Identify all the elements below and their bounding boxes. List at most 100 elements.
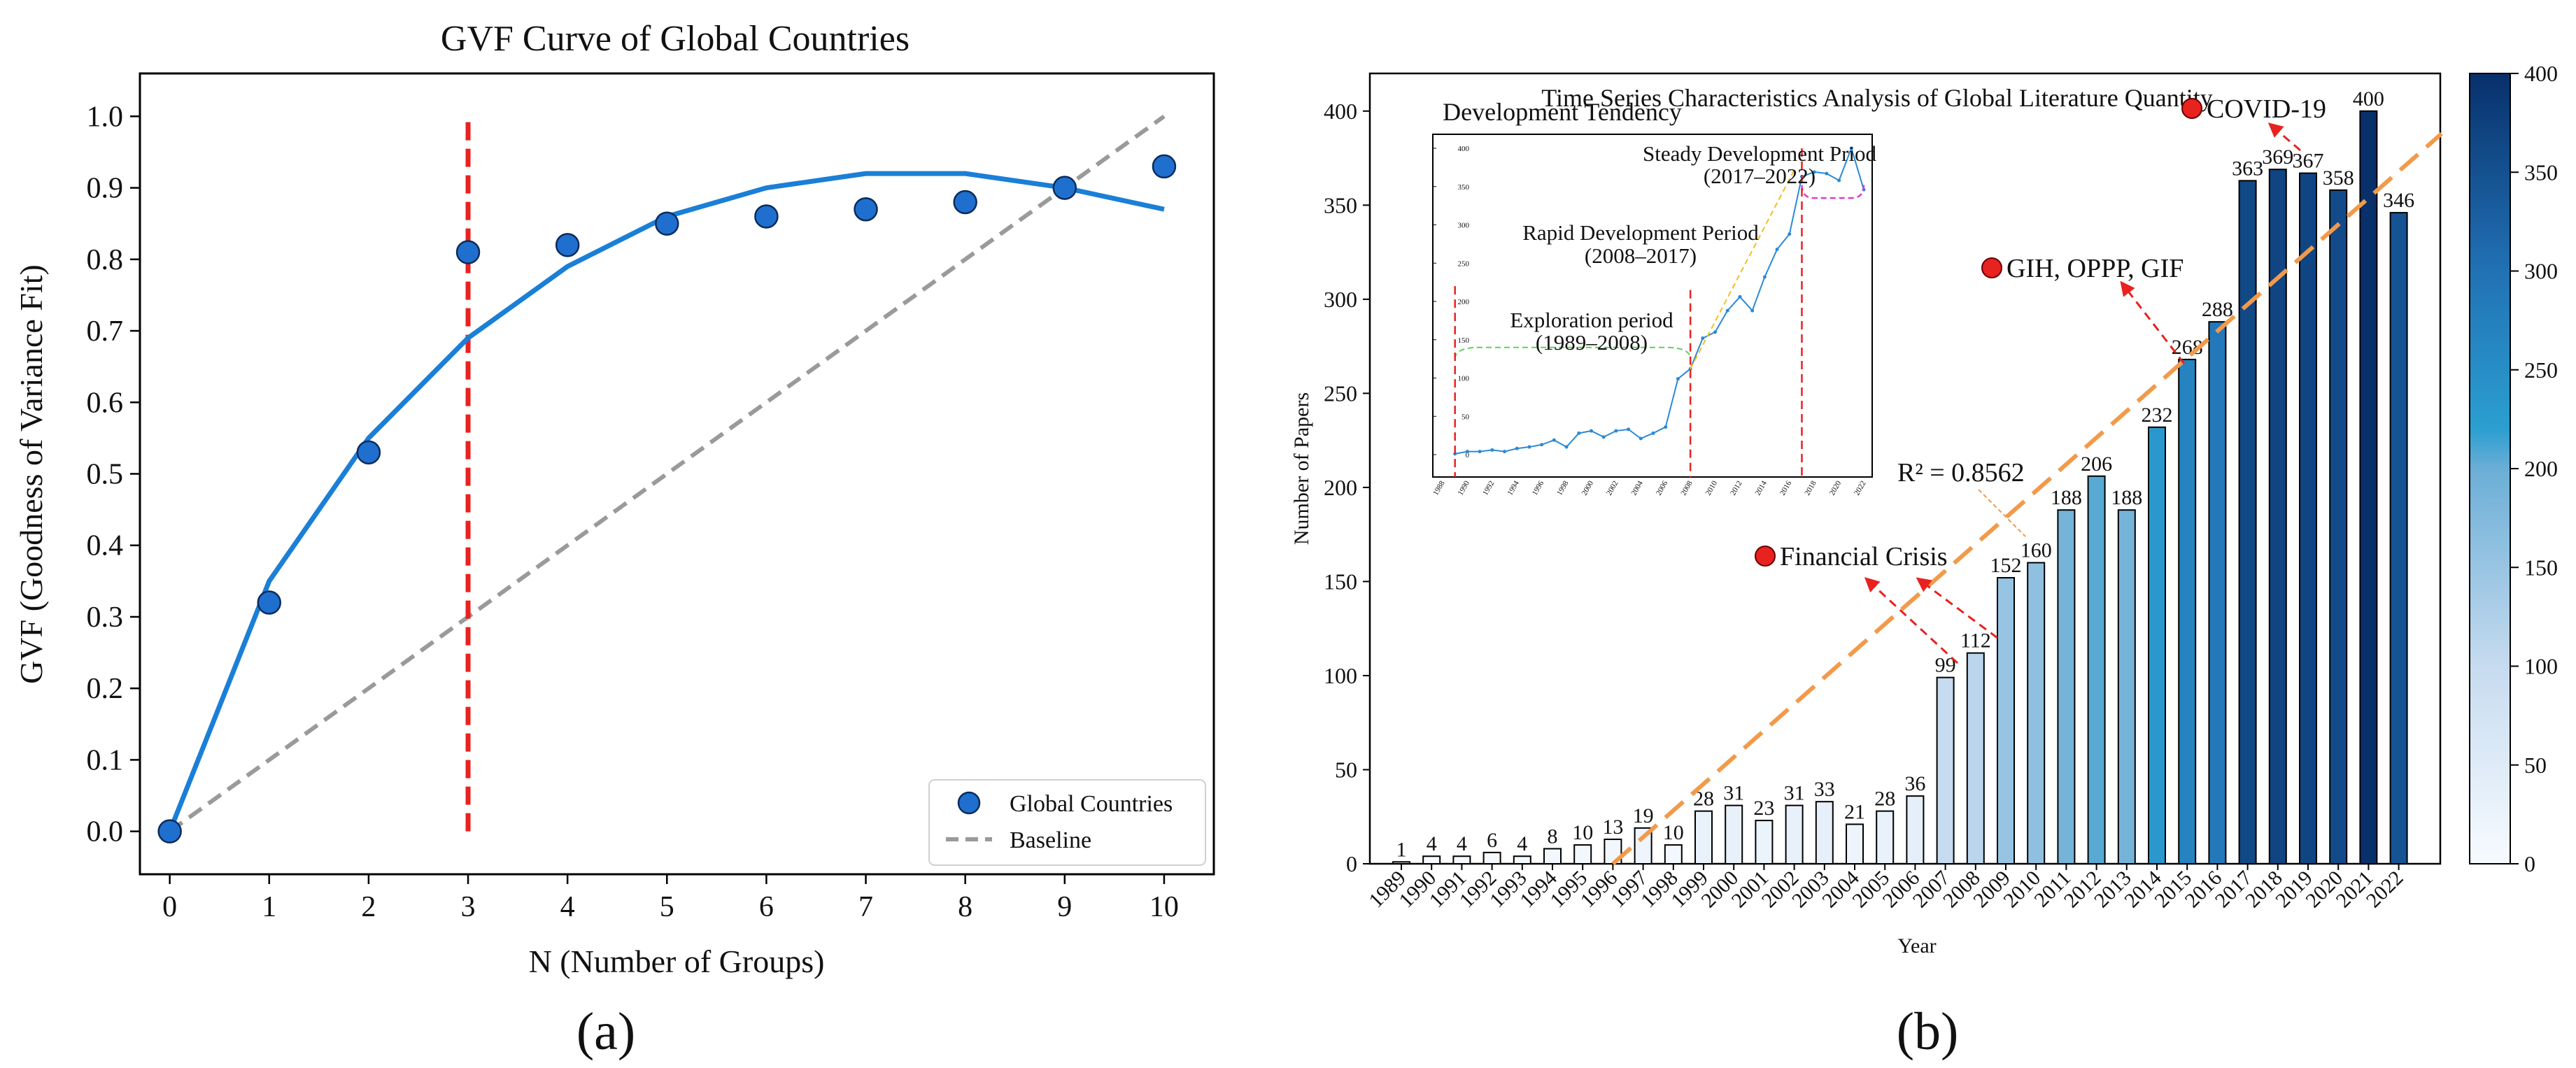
inset-point xyxy=(1651,431,1655,435)
inset-point xyxy=(1639,436,1643,441)
chart-a-plot-frame xyxy=(139,72,1215,876)
bar-value-label: 152 xyxy=(1990,554,2022,577)
inset-x-tick-label: 1994 xyxy=(1506,479,1521,497)
inset-point xyxy=(1750,308,1755,313)
x-tick-label: 9 xyxy=(1057,891,1072,923)
inset-steady-bracket xyxy=(1801,185,1865,199)
inset-title: Development Tendency xyxy=(1443,98,1682,126)
bar xyxy=(2087,475,2106,864)
y-tick-label: 200 xyxy=(1324,475,1357,500)
bar-value-label: 13 xyxy=(1602,816,1623,839)
bar-value-label: 112 xyxy=(1960,629,1991,653)
baseline-line xyxy=(168,114,1166,834)
y-tick-label: 0.0 xyxy=(87,816,124,848)
gvf-point xyxy=(655,211,679,236)
y-tick-label: 0.2 xyxy=(87,673,124,705)
bar-value-label: 369 xyxy=(2262,145,2293,169)
inset-point xyxy=(1775,248,1779,252)
bar xyxy=(2329,189,2348,864)
bar xyxy=(1543,848,1562,865)
financial-crisis-arrow-2 xyxy=(1916,577,1998,639)
literature-chart: Time Series Characteristics Analysis of … xyxy=(1290,61,2558,1061)
inset-point xyxy=(1849,146,1853,150)
y-tick-label: 0.9 xyxy=(87,173,124,205)
inset-x-tick-label: 2018 xyxy=(1803,479,1818,497)
inset-point xyxy=(1478,450,1482,454)
x-tick-label: 2 xyxy=(361,891,376,923)
bar xyxy=(1664,844,1683,864)
inset-x-tick-label: 2006 xyxy=(1655,479,1670,497)
inset-point xyxy=(1465,450,1469,454)
inset-x-tick-label: 2000 xyxy=(1580,479,1596,497)
bar xyxy=(2238,180,2257,865)
inset-point xyxy=(1552,438,1556,442)
bar-value-label: 346 xyxy=(2383,189,2414,212)
inset-rapid-trend xyxy=(1690,166,1797,369)
bar xyxy=(1482,851,1501,865)
bar-value-label: 160 xyxy=(2021,539,2052,562)
inset-x-tick-label: 1988 xyxy=(1431,479,1447,497)
bar xyxy=(1936,676,1955,865)
trend-line xyxy=(1611,131,2443,866)
inset-x-tick-label: 1992 xyxy=(1481,480,1496,497)
covid-arrow xyxy=(2267,122,2301,152)
y-tick-label: 100 xyxy=(1324,663,1357,688)
inset-point xyxy=(1601,435,1606,439)
y-tick-label: 0.5 xyxy=(87,459,124,491)
gvf-point xyxy=(157,819,182,843)
inset-point xyxy=(1614,429,1618,433)
bar-value-label: 31 xyxy=(1723,782,1744,805)
inset-point xyxy=(1503,450,1507,454)
inset-y-tick-label: 400 xyxy=(1458,145,1470,153)
colorbar-tick-label: 250 xyxy=(2524,357,2558,383)
inset-y-tick-label: 250 xyxy=(1458,259,1470,268)
chart-a-title: GVF Curve of Global Countries xyxy=(441,19,910,59)
bar xyxy=(1694,810,1713,864)
y-tick-label: 0.1 xyxy=(87,744,124,776)
inset-point xyxy=(1701,336,1705,341)
chart-b-trend: R² = 0.8562 xyxy=(1611,131,2443,866)
gih-arrow xyxy=(2120,280,2186,364)
y-tick-label: 0.7 xyxy=(87,315,124,348)
colorbar-gradient xyxy=(2469,73,2511,864)
bar-value-label: 33 xyxy=(1814,778,1835,801)
x-tick-label: 2022 xyxy=(2362,867,2408,913)
financial-crisis-label: Financial Crisis xyxy=(1780,542,1948,571)
bar-value-label: 188 xyxy=(2111,486,2142,509)
bar xyxy=(1785,804,1804,864)
legend-label-global-countries: Global Countries xyxy=(1010,791,1173,817)
gvf-point xyxy=(1152,154,1177,179)
gvf-chart: GVF Curve of Global Countries 0.0 0.1 0.2 0… xyxy=(13,19,1215,1061)
inset-period-3-range: (2017–2022) xyxy=(1704,164,1816,188)
bar xyxy=(1815,801,1834,864)
bar-value-label: 232 xyxy=(2142,404,2173,427)
bar xyxy=(1906,795,1925,864)
inset-point xyxy=(1664,425,1668,429)
y-tick-label: 0 xyxy=(1346,851,1357,876)
y-tick-label: 150 xyxy=(1324,569,1357,594)
bar-value-label: 400 xyxy=(2353,87,2384,111)
gvf-point xyxy=(257,590,282,615)
bar-value-label: 31 xyxy=(1784,782,1805,805)
legend-box xyxy=(928,779,1206,866)
inset-point xyxy=(1762,275,1767,279)
gvf-point xyxy=(854,197,878,222)
legend-marker-global-countries xyxy=(957,791,981,815)
colorbar-tick-label: 200 xyxy=(2524,456,2558,481)
inset-x-tick-label: 2020 xyxy=(1828,479,1843,497)
bar-value-label: 4 xyxy=(1457,832,1467,855)
inset-point xyxy=(1515,446,1519,450)
inset-x-tick-label: 2014 xyxy=(1754,479,1769,497)
bar xyxy=(1725,804,1743,864)
bar xyxy=(1997,577,2015,864)
inset-point xyxy=(1676,377,1680,381)
inset-y-tick-label: 100 xyxy=(1458,375,1470,383)
bar xyxy=(1422,855,1441,864)
inset-period-2-name: Rapid Development Period xyxy=(1522,220,1759,245)
r2-leader-line xyxy=(1978,489,2026,537)
inset-point xyxy=(1589,429,1593,433)
x-tick-label: 0 xyxy=(162,891,177,923)
bar xyxy=(1573,844,1592,864)
annotation-covid: COVID-19 xyxy=(2181,94,2326,152)
